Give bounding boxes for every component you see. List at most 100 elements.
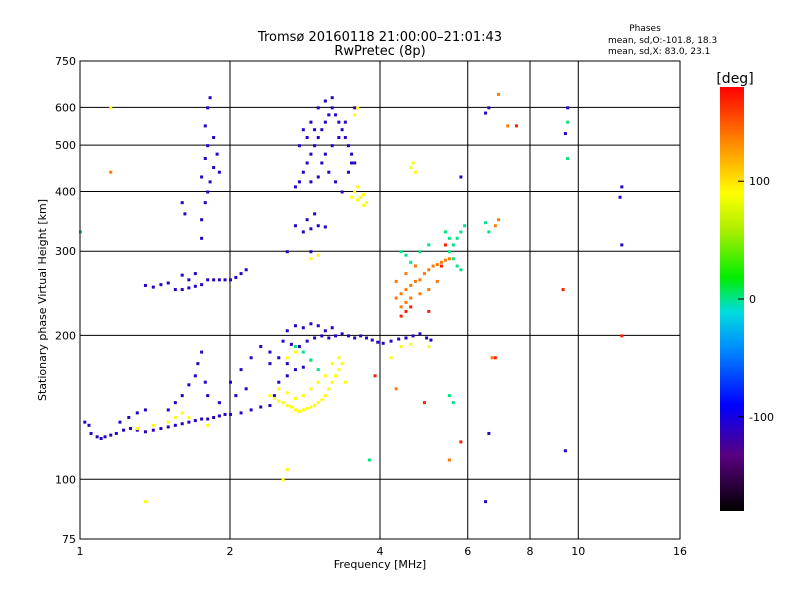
data-point: [268, 394, 272, 398]
data-point: [320, 161, 324, 165]
data-point: [413, 264, 417, 268]
data-point: [244, 268, 248, 272]
data-point: [285, 356, 289, 360]
y-tick-label: 500: [55, 139, 76, 152]
data-point: [234, 394, 238, 398]
data-point: [309, 152, 313, 156]
data-point: [114, 431, 118, 435]
data-point: [323, 394, 327, 398]
data-point: [268, 362, 272, 366]
data-point: [293, 324, 297, 328]
data-point: [330, 144, 334, 148]
data-point: [239, 368, 243, 372]
data-point: [418, 250, 422, 254]
data-point: [313, 404, 317, 408]
data-point: [229, 380, 232, 384]
data-point: [293, 224, 297, 228]
data-point: [95, 435, 99, 439]
data-point: [394, 279, 398, 283]
data-point: [409, 305, 413, 309]
data-point: [180, 411, 184, 415]
data-point: [350, 161, 354, 165]
data-point: [394, 387, 398, 391]
colorbar-tick-label: 100: [749, 175, 770, 188]
data-point: [285, 329, 289, 333]
data-point: [561, 288, 565, 292]
data-point: [493, 356, 497, 360]
phases-o-stats: mean, sd,O:-101.8, 18.3: [608, 36, 717, 46]
data-point: [200, 175, 204, 179]
data-point: [206, 278, 210, 282]
data-point: [285, 250, 289, 254]
data-point: [323, 225, 327, 229]
data-point: [431, 264, 435, 268]
data-point: [455, 264, 459, 268]
data-point: [327, 387, 331, 391]
data-point: [362, 193, 366, 197]
data-point: [305, 406, 309, 410]
data-point: [459, 175, 463, 179]
data-point: [435, 279, 439, 283]
data-point: [151, 423, 155, 427]
x-tick-label: 2: [227, 545, 234, 558]
data-point: [285, 362, 289, 366]
data-point: [173, 415, 177, 419]
data-point: [206, 144, 210, 148]
data-point: [365, 201, 369, 205]
colorbar-tick-label: -100: [749, 411, 774, 424]
data-point: [309, 250, 313, 254]
data-point: [200, 283, 204, 287]
y-tick-label: 300: [55, 245, 76, 258]
data-point: [180, 422, 184, 426]
data-point: [301, 230, 305, 234]
data-point: [277, 380, 281, 384]
data-point: [404, 309, 408, 313]
data-point: [217, 401, 221, 405]
data-point: [187, 278, 191, 282]
data-point: [159, 427, 163, 431]
data-point: [451, 257, 455, 261]
data-point: [200, 350, 204, 354]
data-point: [404, 300, 408, 304]
plot-frame: [79, 60, 681, 540]
colorbar-ticks: 100 0 -100: [738, 175, 774, 424]
data-point: [413, 170, 417, 174]
data-point: [183, 212, 187, 216]
data-point: [301, 128, 305, 132]
data-point: [487, 431, 491, 435]
data-point: [563, 449, 567, 453]
data-point: [135, 427, 139, 431]
data-point: [206, 417, 210, 421]
chart-subtitle: RwPretec (8p): [334, 44, 425, 59]
data-point: [337, 136, 341, 140]
data-point: [229, 412, 232, 416]
data-point: [309, 405, 313, 409]
data-point: [206, 106, 210, 110]
data-point: [343, 380, 347, 384]
data-point: [127, 415, 131, 419]
data-point: [293, 345, 297, 349]
data-point: [356, 106, 360, 110]
data-point: [373, 374, 377, 378]
data-point: [193, 419, 197, 423]
data-point: [239, 272, 243, 276]
data-point: [281, 401, 285, 405]
data-point: [289, 405, 293, 409]
data-point: [272, 394, 276, 398]
data-point: [313, 144, 317, 148]
data-point: [404, 272, 408, 276]
data-point: [493, 224, 497, 228]
data-point: [316, 368, 320, 372]
data-point: [293, 185, 297, 189]
data-point: [309, 387, 313, 391]
data-point: [268, 350, 272, 354]
data-point: [346, 144, 350, 148]
data-point: [330, 106, 334, 110]
data-point: [367, 458, 371, 462]
data-point: [313, 128, 317, 132]
data-point: [418, 278, 422, 282]
data-point: [399, 305, 403, 309]
data-point: [173, 401, 177, 405]
data-point: [203, 380, 207, 384]
data-point: [459, 268, 463, 272]
